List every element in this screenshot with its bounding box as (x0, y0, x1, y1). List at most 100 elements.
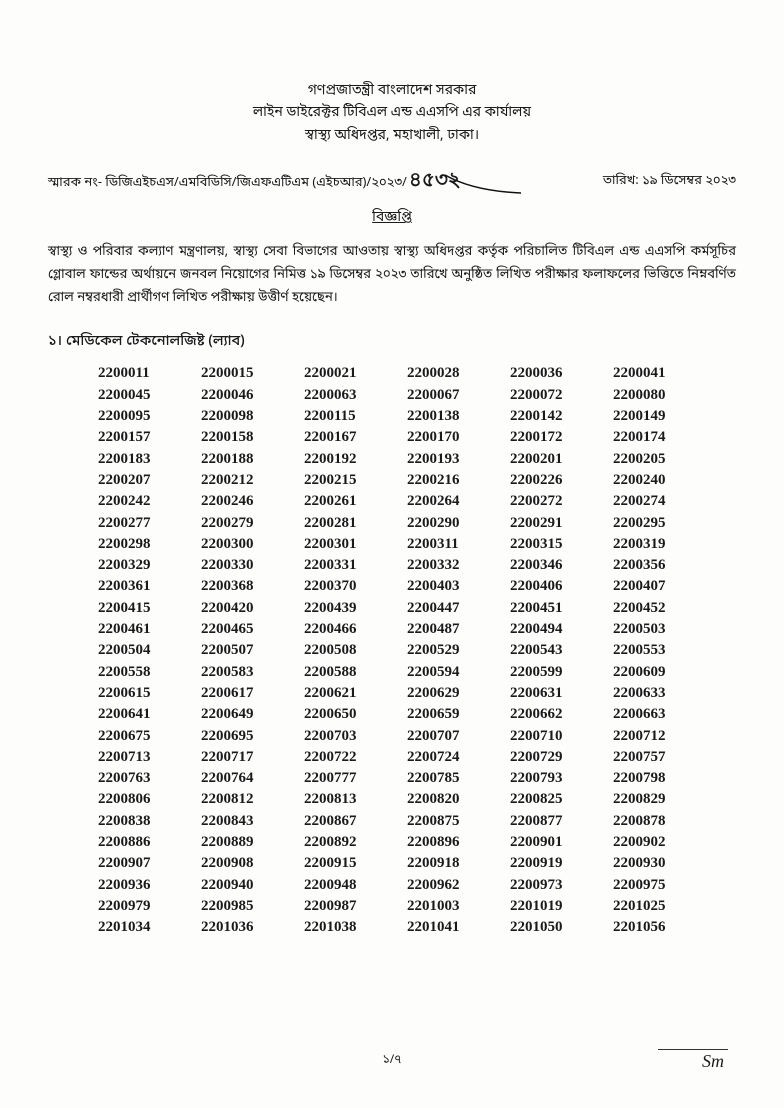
roll-number-cell: 2200072 (510, 385, 613, 406)
roll-row: 2200461220046522004662200487220049422005… (98, 619, 716, 640)
roll-number-cell: 2200820 (407, 789, 510, 810)
roll-number-cell: 2200212 (201, 470, 304, 491)
roll-number-cell: 2200712 (613, 726, 716, 747)
roll-row: 2200329220033022003312200332220034622003… (98, 555, 716, 576)
roll-number-cell: 2200975 (613, 875, 716, 896)
page-footer: ১/৭ (0, 1052, 784, 1068)
roll-number-grid: 2200011220001522000212200028220003622000… (98, 363, 716, 938)
section-title: ১। মেডিকেল টেকনোলজিষ্ট (ল্যাব) (48, 332, 736, 351)
roll-number-cell: 2200301 (304, 534, 407, 555)
roll-number-cell: 2200915 (304, 853, 407, 874)
roll-number-cell: 2200332 (407, 555, 510, 576)
roll-number-cell: 2200346 (510, 555, 613, 576)
roll-number-cell: 2200015 (201, 363, 304, 384)
roll-number-cell: 2200710 (510, 726, 613, 747)
roll-number-cell: 2200724 (407, 747, 510, 768)
roll-number-cell: 2200277 (98, 513, 201, 534)
roll-number-cell: 2200036 (510, 363, 613, 384)
roll-number-cell: 2200695 (201, 726, 304, 747)
reference-date: তারিখ: ১৯ ডিসেম্বর ২০২৩ (603, 173, 736, 190)
roll-number-cell: 2200793 (510, 768, 613, 789)
roll-number-cell: 2200291 (510, 513, 613, 534)
roll-number-cell: 2200246 (201, 491, 304, 512)
roll-row: 2200763220076422007772200785220079322007… (98, 768, 716, 789)
roll-number-cell: 2200707 (407, 726, 510, 747)
roll-number-cell: 2200368 (201, 576, 304, 597)
roll-number-cell: 2200011 (98, 363, 201, 384)
signature-line (658, 1049, 728, 1050)
roll-number-cell: 2200675 (98, 726, 201, 747)
roll-row: 2200675220069522007032200707220071022007… (98, 726, 716, 747)
roll-number-cell: 2200205 (613, 449, 716, 470)
roll-number-cell: 2200877 (510, 811, 613, 832)
header-line-2: লাইন ডাইরেক্টর টিবিএল এন্ড এএসপি এর কার্… (48, 102, 736, 124)
notice-body-text: স্বাস্থ্য ও পরিবার কল্যাণ মন্ত্রণালয়, স… (48, 241, 736, 310)
roll-number-cell: 2200785 (407, 768, 510, 789)
roll-number-cell: 2200329 (98, 555, 201, 576)
roll-number-cell: 2200095 (98, 406, 201, 427)
roll-number-cell: 2200281 (304, 513, 407, 534)
roll-row: 2200415220042022004392200447220045122004… (98, 598, 716, 619)
roll-number-cell: 2200028 (407, 363, 510, 384)
roll-number-cell: 2200621 (304, 683, 407, 704)
notice-title: বিজ্ঞপ্তি (48, 208, 736, 227)
roll-number-cell: 2200361 (98, 576, 201, 597)
roll-number-cell: 2200067 (407, 385, 510, 406)
roll-number-cell: 2200207 (98, 470, 201, 491)
roll-number-cell: 2200098 (201, 406, 304, 427)
roll-row: 2200558220058322005882200594220059922006… (98, 662, 716, 683)
roll-number-cell: 2200216 (407, 470, 510, 491)
roll-number-cell: 2200461 (98, 619, 201, 640)
roll-number-cell: 2200063 (304, 385, 407, 406)
roll-number-cell: 2200415 (98, 598, 201, 619)
roll-number-cell: 2200242 (98, 491, 201, 512)
roll-row: 2200936220094022009482200962220097322009… (98, 875, 716, 896)
roll-number-cell: 2200936 (98, 875, 201, 896)
page-number: ১/৭ (383, 1052, 402, 1068)
roll-number-cell: 2200274 (613, 491, 716, 512)
roll-number-cell: 2200370 (304, 576, 407, 597)
roll-row: 2200207220021222002152200216220022622002… (98, 470, 716, 491)
roll-number-cell: 2200641 (98, 704, 201, 725)
roll-number-cell: 2200717 (201, 747, 304, 768)
roll-row: 2200979220098522009872201003220101922010… (98, 896, 716, 917)
roll-number-cell: 2201034 (98, 917, 201, 938)
roll-number-cell: 2200777 (304, 768, 407, 789)
roll-number-cell: 2200529 (407, 640, 510, 661)
roll-number-cell: 2200631 (510, 683, 613, 704)
roll-number-cell: 2201019 (510, 896, 613, 917)
roll-number-cell: 2200594 (407, 662, 510, 683)
signature-mark: Sm (702, 1051, 724, 1072)
roll-number-cell: 2200330 (201, 555, 304, 576)
reference-number-label: স্মারক নং- ডিজিএইচএস/এমবিডিসি/জিএফএটিএম … (48, 175, 407, 192)
roll-row: 2201034220103622010382201041220105022010… (98, 917, 716, 938)
roll-number-cell: 2200157 (98, 427, 201, 448)
roll-number-cell: 2200825 (510, 789, 613, 810)
roll-number-cell: 2200240 (613, 470, 716, 491)
roll-row: 2200298220030022003012200311220031522003… (98, 534, 716, 555)
roll-number-cell: 2200192 (304, 449, 407, 470)
roll-number-cell: 2200973 (510, 875, 613, 896)
roll-number-cell: 2200045 (98, 385, 201, 406)
roll-number-cell: 2200907 (98, 853, 201, 874)
roll-number-cell: 2200439 (304, 598, 407, 619)
roll-number-cell: 2200466 (304, 619, 407, 640)
roll-number-cell: 2200201 (510, 449, 613, 470)
roll-number-cell: 2200331 (304, 555, 407, 576)
roll-row: 2200838220084322008672200875220087722008… (98, 811, 716, 832)
roll-number-cell: 2200315 (510, 534, 613, 555)
roll-number-cell: 2200403 (407, 576, 510, 597)
roll-number-cell: 2200046 (201, 385, 304, 406)
roll-number-cell: 2201036 (201, 917, 304, 938)
roll-number-cell: 2200930 (613, 853, 716, 874)
roll-number-cell: 2200406 (510, 576, 613, 597)
roll-number-cell: 2201056 (613, 917, 716, 938)
roll-number-cell: 2200896 (407, 832, 510, 853)
roll-number-cell: 2200226 (510, 470, 613, 491)
roll-number-cell: 2200080 (613, 385, 716, 406)
roll-number-cell: 2200407 (613, 576, 716, 597)
roll-row: 2200806220081222008132200820220082522008… (98, 789, 716, 810)
roll-number-cell: 2200764 (201, 768, 304, 789)
roll-row: 2200183220018822001922200193220020122002… (98, 449, 716, 470)
roll-number-cell: 2200451 (510, 598, 613, 619)
